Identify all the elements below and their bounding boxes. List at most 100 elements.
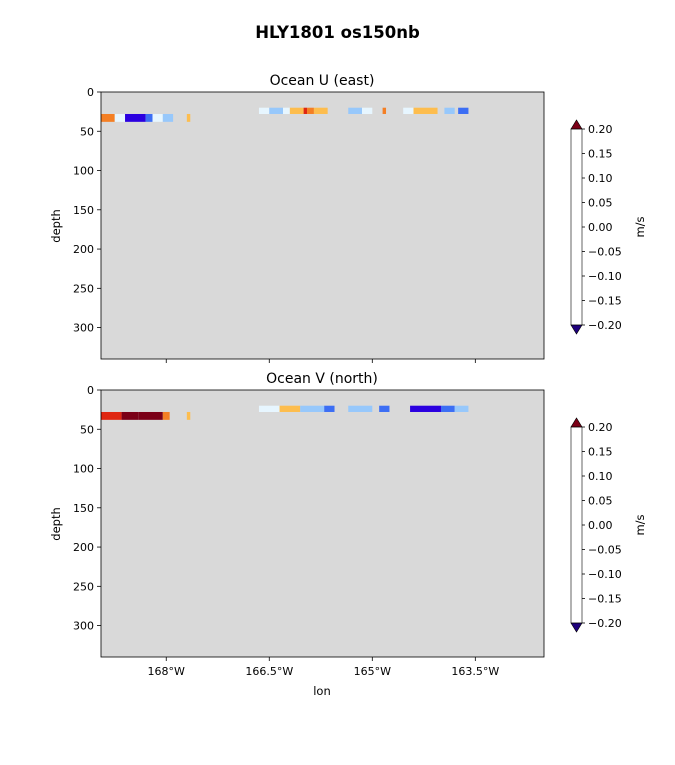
plot-area-background	[101, 390, 544, 657]
data-cell	[258, 405, 280, 412]
data-cell	[348, 107, 362, 114]
y-tick-label: 150	[73, 502, 94, 515]
y-axis: 0 50 100 150 200 250 300	[73, 384, 101, 633]
y-tick-label: 0	[87, 384, 94, 397]
colorbar-tick-label: −0.10	[588, 270, 622, 283]
colorbar-tick-label: −0.05	[588, 544, 622, 557]
data-cell	[101, 113, 115, 122]
y-axis-label: depth	[49, 507, 63, 540]
colorbar-tick-label: 0.05	[588, 495, 613, 508]
data-cell	[186, 411, 191, 420]
data-cell	[313, 107, 328, 114]
colorbar-tick-label: 0.20	[588, 421, 613, 434]
data-cell	[348, 405, 373, 412]
colorbar-extend-min	[570, 324, 583, 335]
data-cell	[379, 405, 390, 412]
colorbar-tick-label: −0.05	[588, 246, 622, 259]
colorbar-tick-label: −0.15	[588, 593, 622, 606]
y-tick-label: 250	[73, 282, 94, 295]
data-cell	[279, 405, 301, 412]
data-cell	[307, 107, 314, 114]
data-cell	[101, 411, 122, 420]
data-cell	[324, 405, 335, 412]
data-cell	[382, 107, 387, 114]
colorbar-extend-min	[570, 622, 583, 633]
y-tick-label: 150	[73, 204, 94, 217]
colorbar-tick-label: 0.10	[588, 470, 613, 483]
colorbar-tick-label: 0.10	[588, 172, 613, 185]
plot-area-background	[101, 92, 544, 359]
data-cell	[289, 107, 304, 114]
data-cell	[440, 405, 455, 412]
data-segments	[101, 405, 469, 420]
data-cell	[162, 113, 174, 122]
colorbar-tick-label: −0.15	[588, 295, 622, 308]
data-segments	[101, 107, 469, 122]
y-axis: 0 50 100 150 200 250 300	[73, 86, 101, 335]
x-tick-label: 168°W	[148, 665, 185, 678]
data-cell	[300, 405, 325, 412]
data-cell	[162, 411, 170, 420]
data-cell	[114, 113, 126, 122]
colorbar: −0.20 −0.15 −0.10 −0.05 0.00 0.05 0.10 0.15 0.20…	[570, 417, 647, 633]
colorbar-frame	[570, 128, 583, 326]
data-cell	[413, 107, 438, 114]
data-cell	[186, 113, 191, 122]
data-cell	[361, 107, 373, 114]
data-cell	[152, 113, 163, 122]
panel-ocean-v: Ocean V (north) 0 50 100 150 200 250 300 168°W…	[49, 371, 647, 698]
data-cell	[269, 107, 284, 114]
colorbar-tick-label: −0.20	[588, 319, 622, 332]
colorbar-extend-max	[570, 417, 583, 428]
y-tick-label: 200	[73, 541, 94, 554]
data-cell	[458, 107, 469, 114]
data-cell	[145, 113, 153, 122]
data-cell	[403, 107, 414, 114]
colorbar-label: m/s	[633, 216, 647, 237]
data-cell	[303, 107, 308, 114]
colorbar-tick-label: 0.20	[588, 123, 613, 136]
plot-frame	[100, 91, 545, 360]
y-tick-label: 50	[80, 423, 94, 436]
y-tick-label: 300	[73, 322, 94, 335]
colorbar-tick-label: 0.00	[588, 519, 613, 532]
colorbar-tick-label: 0.00	[588, 221, 613, 234]
y-axis-label: depth	[49, 209, 63, 242]
x-axis: 168°W 166.5°W 165°W 163.5°W	[148, 657, 499, 678]
y-tick-label: 300	[73, 620, 94, 633]
y-tick-label: 200	[73, 243, 94, 256]
y-tick-label: 0	[87, 86, 94, 99]
data-cell	[444, 107, 455, 114]
y-tick-label: 100	[73, 165, 94, 178]
colorbar-tick-label: 0.15	[588, 148, 613, 161]
x-tick-label: 166.5°W	[245, 665, 293, 678]
colorbar-tick-label: −0.10	[588, 568, 622, 581]
colorbar-extend-max	[570, 119, 583, 130]
panel-title: Ocean V (north)	[266, 371, 378, 387]
colorbar-tick-label: −0.20	[588, 617, 622, 630]
data-cell	[283, 107, 290, 114]
x-axis	[165, 359, 476, 363]
colorbar: −0.20 −0.15 −0.10 −0.05 0.00 0.05 0.10 0.15 0.20…	[570, 119, 647, 335]
plot-frame	[100, 389, 545, 658]
colorbar-label: m/s	[633, 514, 647, 535]
x-tick-label: 163.5°W	[451, 665, 499, 678]
y-tick-label: 250	[73, 580, 94, 593]
data-cell	[125, 113, 146, 122]
colorbar-frame	[570, 426, 583, 624]
colorbar-tick-label: 0.05	[588, 197, 613, 210]
y-tick-label: 50	[80, 125, 94, 138]
data-cell	[410, 405, 441, 412]
colorbar-tick-label: 0.15	[588, 446, 613, 459]
data-cell	[258, 107, 270, 114]
panel-title: Ocean U (east)	[270, 73, 375, 89]
y-tick-label: 100	[73, 463, 94, 476]
figure-suptitle: HLY1801 os150nb	[255, 23, 420, 42]
x-axis-label: lon	[313, 684, 331, 698]
x-tick-label: 165°W	[354, 665, 391, 678]
data-cell	[121, 411, 139, 420]
data-cell	[138, 411, 163, 420]
data-cell	[454, 405, 469, 412]
